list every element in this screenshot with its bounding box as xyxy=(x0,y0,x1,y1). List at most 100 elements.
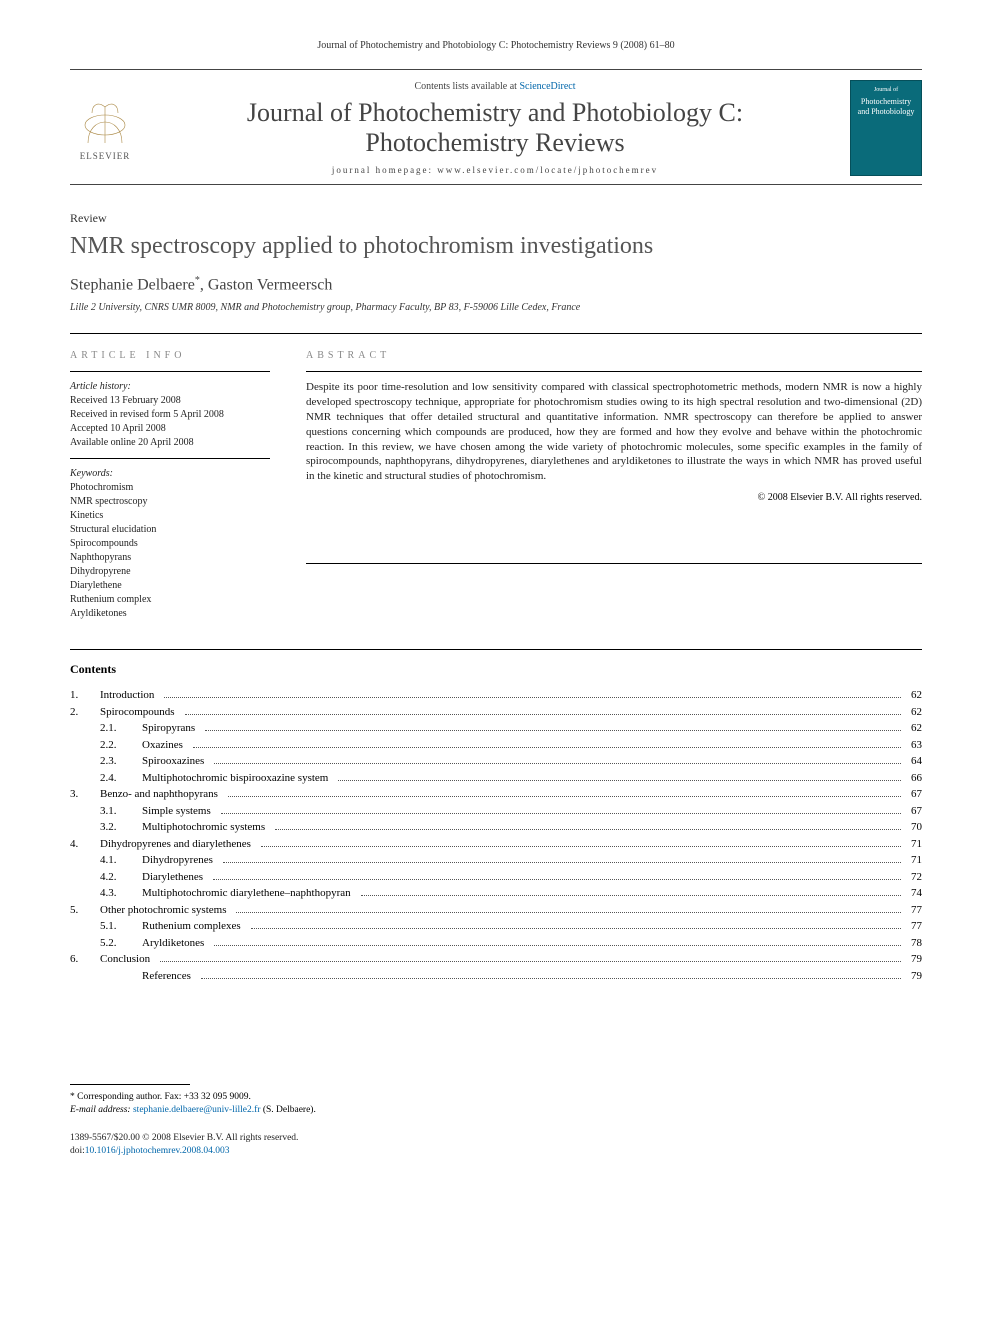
toc-title: Conclusion xyxy=(100,951,156,968)
toc-title: Dihydropyrenes xyxy=(142,852,219,869)
keyword-item: Diarylethene xyxy=(70,579,270,593)
toc-title: Multiphotochromic systems xyxy=(142,819,271,836)
toc-page: 67 xyxy=(905,803,922,820)
toc-title: Ruthenium complexes xyxy=(142,918,247,935)
toc-num: 1. xyxy=(70,687,100,704)
author-name: Stephanie Delbaere xyxy=(70,276,195,293)
toc-num: 2.4. xyxy=(100,770,142,787)
toc-row: 2.1.Spiropyrans62 xyxy=(70,720,922,737)
toc-num: 4. xyxy=(70,836,100,853)
toc-dots xyxy=(221,813,901,814)
article-title: NMR spectroscopy applied to photochromis… xyxy=(70,232,922,261)
toc-title: Simple systems xyxy=(142,803,217,820)
toc-title: Spiropyrans xyxy=(142,720,201,737)
toc-page: 67 xyxy=(905,786,922,803)
toc-page: 62 xyxy=(905,704,922,721)
toc-dots xyxy=(361,895,901,896)
toc-title: Multiphotochromic diarylethene–naphthopy… xyxy=(142,885,357,902)
toc-num: 6. xyxy=(70,951,100,968)
toc-page: 74 xyxy=(905,885,922,902)
toc-page: 79 xyxy=(905,968,922,985)
toc-row: 5.Other photochromic systems77 xyxy=(70,902,922,919)
issn-copyright-line: 1389-5567/$20.00 © 2008 Elsevier B.V. Al… xyxy=(70,1132,922,1145)
toc-row: References 79 xyxy=(70,968,922,985)
email-label: E-mail address: xyxy=(70,1105,131,1115)
toc-dots xyxy=(223,862,901,863)
toc-page: 71 xyxy=(905,836,922,853)
toc-num: 5.1. xyxy=(100,918,142,935)
keyword-item: Naphthopyrans xyxy=(70,551,270,565)
toc-num: 2.3. xyxy=(100,753,142,770)
journal-banner: ELSEVIER Contents lists available at Sci… xyxy=(70,69,922,185)
contents-block: Contents 1.Introduction622.Spirocompound… xyxy=(70,649,922,984)
keyword-item: Ruthenium complex xyxy=(70,593,270,607)
doi-prefix: doi: xyxy=(70,1146,85,1156)
toc-row: 4.Dihydropyrenes and diarylethenes 71 xyxy=(70,836,922,853)
toc-dots xyxy=(338,780,901,781)
toc-row: 2.2.Oxazines63 xyxy=(70,737,922,754)
history-revised: Received in revised form 5 April 2008 xyxy=(70,408,270,422)
toc-num: 3.1. xyxy=(100,803,142,820)
journal-homepage: journal homepage: www.elsevier.com/locat… xyxy=(156,165,834,175)
toc-dots xyxy=(236,912,901,913)
toc-page: 62 xyxy=(905,687,922,704)
journal-name-line2: Photochemistry Reviews xyxy=(365,128,624,157)
toc-row: 2.3.Spirooxazines64 xyxy=(70,753,922,770)
email-tail: (S. Delbaere). xyxy=(260,1105,315,1115)
toc-dots xyxy=(185,714,901,715)
toc-dots xyxy=(205,730,901,731)
toc-page: 72 xyxy=(905,869,922,886)
keywords-label: Keywords: xyxy=(70,467,270,481)
keyword-item: Spirocompounds xyxy=(70,537,270,551)
abstract-text: Despite its poor time-resolution and low… xyxy=(306,380,922,484)
journal-name: Journal of Photochemistry and Photobiolo… xyxy=(156,98,834,158)
elsevier-logo: ELSEVIER xyxy=(70,88,140,168)
contents-prefix: Contents lists available at xyxy=(414,81,519,92)
sciencedirect-link[interactable]: ScienceDirect xyxy=(519,81,575,92)
email-link[interactable]: stephanie.delbaere@univ-lille2.fr xyxy=(133,1105,260,1115)
footnote-separator xyxy=(70,1084,190,1085)
toc-dots xyxy=(214,945,901,946)
toc-row: 3.2.Multiphotochromic systems70 xyxy=(70,819,922,836)
toc-num: 2.2. xyxy=(100,737,142,754)
affiliation: Lille 2 University, CNRS UMR 8009, NMR a… xyxy=(70,302,922,313)
history-received: Received 13 February 2008 xyxy=(70,394,270,408)
cover-top-text: Journal of xyxy=(855,87,917,93)
journal-cover-thumb: Journal of Photochemistry and Photobiolo… xyxy=(850,80,922,176)
article-type: Review xyxy=(70,211,922,226)
toc-row: 4.2.Diarylethenes 72 xyxy=(70,869,922,886)
toc-num: 3. xyxy=(70,786,100,803)
info-abstract-row: ARTICLE INFO Article history: Received 1… xyxy=(70,333,922,621)
history-label: Article history: xyxy=(70,380,270,394)
toc-dots xyxy=(213,879,901,880)
toc-num: 5.2. xyxy=(100,935,142,952)
keyword-item: Structural elucidation xyxy=(70,523,270,537)
history-accepted: Accepted 10 April 2008 xyxy=(70,422,270,436)
toc-dots xyxy=(201,978,901,979)
toc-title: Diarylethenes xyxy=(142,869,209,886)
toc-row: 3.Benzo- and naphthopyrans67 xyxy=(70,786,922,803)
toc-title: Other photochromic systems xyxy=(100,902,232,919)
banner-center: Contents lists available at ScienceDirec… xyxy=(156,81,834,176)
abstract-heading: ABSTRACT xyxy=(306,350,922,361)
article-info-col: ARTICLE INFO Article history: Received 1… xyxy=(70,350,270,621)
keyword-item: Kinetics xyxy=(70,509,270,523)
toc-page: 78 xyxy=(905,935,922,952)
abstract-copyright: © 2008 Elsevier B.V. All rights reserved… xyxy=(306,492,922,503)
history-online: Available online 20 April 2008 xyxy=(70,436,270,450)
toc-row: 4.1.Dihydropyrenes71 xyxy=(70,852,922,869)
toc-dots xyxy=(261,846,901,847)
corresponding-author-footnote: * Corresponding author. Fax: +33 32 095 … xyxy=(70,1091,922,1118)
doi-link[interactable]: 10.1016/j.jphotochemrev.2008.04.003 xyxy=(85,1146,230,1156)
toc-page: 64 xyxy=(905,753,922,770)
toc-num: 4.2. xyxy=(100,869,142,886)
toc-list: 1.Introduction622.Spirocompounds622.1.Sp… xyxy=(70,687,922,984)
toc-page: 70 xyxy=(905,819,922,836)
toc-dots xyxy=(251,928,901,929)
toc-page: 77 xyxy=(905,918,922,935)
toc-title: Dihydropyrenes and diarylethenes xyxy=(100,836,257,853)
toc-num: 2. xyxy=(70,704,100,721)
toc-title: References xyxy=(142,968,197,985)
authors: Stephanie Delbaere*, Gaston Vermeersch xyxy=(70,275,922,294)
toc-row: 6.Conclusion79 xyxy=(70,951,922,968)
